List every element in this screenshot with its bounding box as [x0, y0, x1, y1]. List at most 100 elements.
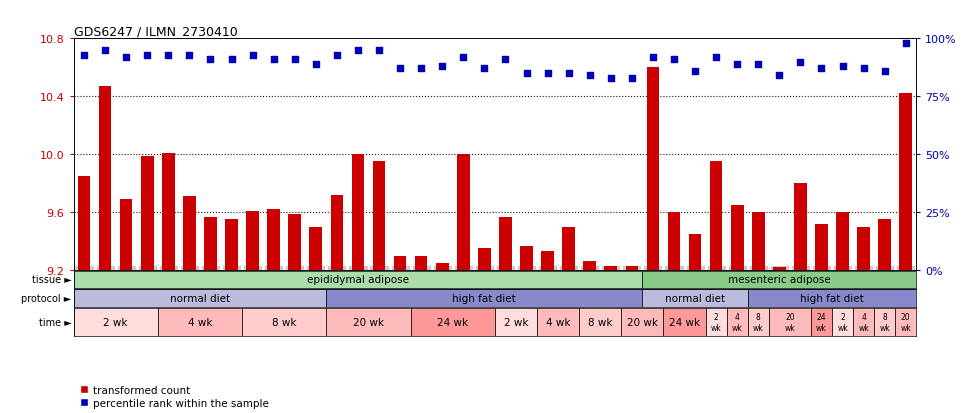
Bar — [563, 227, 575, 271]
Text: normal diet: normal diet — [665, 293, 725, 303]
Bar — [854, 308, 874, 336]
Bar — [246, 211, 259, 271]
Bar — [748, 290, 916, 307]
Point — [434, 64, 450, 70]
Text: 2 wk: 2 wk — [104, 317, 127, 327]
Bar — [689, 235, 702, 271]
Point — [877, 68, 893, 75]
Bar — [667, 213, 680, 271]
Bar — [896, 308, 916, 336]
Point — [687, 68, 703, 75]
Text: 24 wk: 24 wk — [437, 317, 468, 327]
Text: 2 wk: 2 wk — [504, 317, 528, 327]
Bar — [158, 308, 242, 336]
Bar — [874, 308, 896, 336]
Bar — [415, 256, 427, 271]
Text: 4
wk: 4 wk — [732, 312, 743, 332]
Bar — [900, 94, 912, 271]
Bar — [141, 157, 154, 271]
Text: 24 wk: 24 wk — [669, 317, 700, 327]
Bar — [326, 308, 411, 336]
Bar — [731, 206, 744, 271]
Bar — [499, 217, 512, 271]
Text: 20 wk: 20 wk — [627, 317, 658, 327]
Bar — [225, 220, 238, 271]
Point — [835, 64, 851, 70]
Text: 8 wk: 8 wk — [588, 317, 612, 327]
Point — [666, 57, 682, 63]
Point — [245, 52, 261, 59]
Point — [624, 75, 640, 82]
Text: 20
wk: 20 wk — [785, 312, 795, 332]
Point — [793, 59, 808, 66]
Text: mesenteric adipose: mesenteric adipose — [728, 275, 831, 285]
Bar — [99, 87, 112, 271]
Bar — [372, 162, 385, 271]
Bar — [621, 308, 663, 336]
Bar — [204, 217, 217, 271]
Text: 4
wk: 4 wk — [858, 312, 869, 332]
Legend: transformed count, percentile rank within the sample: transformed count, percentile rank withi… — [78, 385, 270, 408]
Point — [119, 55, 134, 61]
Bar — [77, 177, 90, 271]
Point — [223, 57, 239, 63]
Text: 8
wk: 8 wk — [753, 312, 763, 332]
Bar — [748, 308, 769, 336]
Point — [139, 52, 155, 59]
Bar — [710, 162, 722, 271]
Bar — [310, 227, 322, 271]
Bar — [773, 268, 786, 271]
Point — [456, 55, 471, 61]
Point — [350, 47, 366, 54]
Point — [540, 71, 556, 77]
Text: 2
wk: 2 wk — [710, 312, 721, 332]
Bar — [162, 154, 174, 271]
Point — [498, 57, 514, 63]
Point — [603, 75, 618, 82]
Bar — [74, 290, 326, 307]
Bar — [436, 263, 449, 271]
Text: normal diet: normal diet — [170, 293, 230, 303]
Point — [476, 66, 492, 73]
Bar — [411, 308, 495, 336]
Bar — [832, 308, 854, 336]
Bar — [811, 308, 832, 336]
Text: 20 wk: 20 wk — [353, 317, 384, 327]
Point — [203, 57, 219, 63]
Bar — [625, 266, 638, 271]
Point — [813, 66, 829, 73]
Bar — [706, 308, 727, 336]
Point — [898, 40, 913, 47]
Bar — [537, 308, 579, 336]
Text: tissue ►: tissue ► — [31, 275, 72, 285]
Point — [856, 66, 871, 73]
Bar — [643, 290, 748, 307]
Bar — [769, 308, 811, 336]
Bar — [326, 290, 643, 307]
Point — [771, 73, 787, 80]
Point — [561, 71, 576, 77]
Bar — [478, 249, 491, 271]
Text: 2
wk: 2 wk — [837, 312, 848, 332]
Bar — [583, 262, 596, 271]
Bar — [120, 200, 132, 271]
Bar — [878, 220, 891, 271]
Point — [751, 62, 766, 68]
Text: epididymal adipose: epididymal adipose — [307, 275, 409, 285]
Point — [97, 47, 113, 54]
Text: 24
wk: 24 wk — [816, 312, 827, 332]
Point — [287, 57, 303, 63]
Point — [266, 57, 281, 63]
Bar — [520, 246, 533, 271]
Bar — [663, 308, 706, 336]
Point — [308, 62, 323, 68]
Bar — [727, 308, 748, 336]
Text: high fat diet: high fat diet — [453, 293, 516, 303]
Text: 8 wk: 8 wk — [272, 317, 296, 327]
Point — [729, 62, 745, 68]
Bar — [330, 195, 343, 271]
Text: protocol ►: protocol ► — [22, 293, 72, 303]
Bar — [858, 227, 870, 271]
Text: time ►: time ► — [38, 317, 72, 327]
Bar — [268, 210, 280, 271]
